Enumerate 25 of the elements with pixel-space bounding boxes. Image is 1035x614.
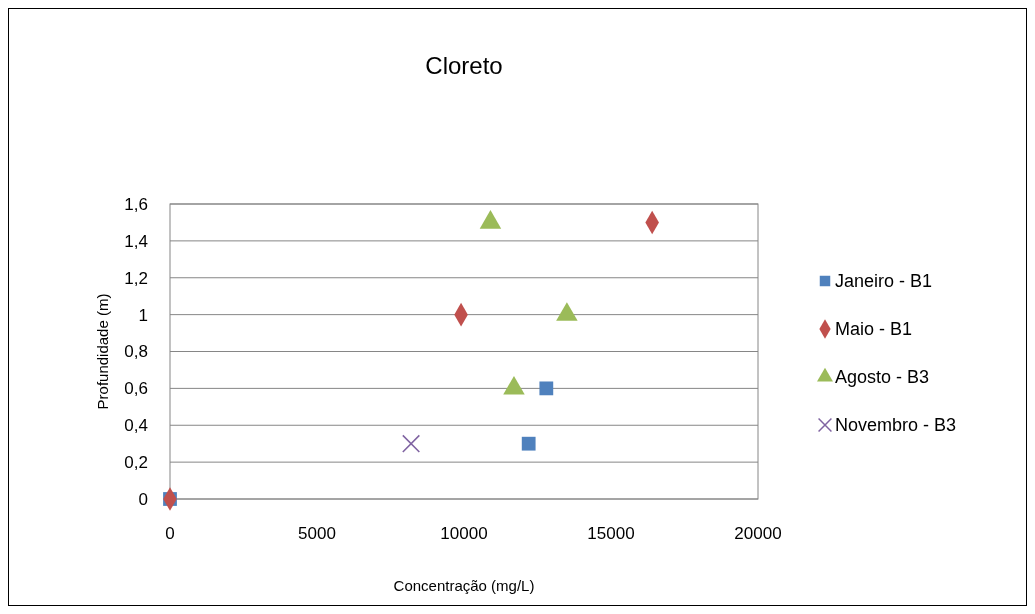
- y-tick-label: 0,2: [124, 453, 148, 473]
- y-tick-label: 0: [138, 489, 148, 509]
- y-tick-label: 1: [138, 305, 148, 325]
- y-axis-title: Profundidade (m): [94, 293, 111, 410]
- x-tick-label: 20000: [734, 524, 782, 543]
- x-tick-label: 10000: [440, 524, 488, 543]
- point: [479, 210, 502, 229]
- y-tick-label: 1,2: [124, 268, 148, 288]
- chart-title: Cloreto: [425, 52, 503, 79]
- point: [539, 381, 554, 396]
- legend-label: Agosto - B3: [835, 367, 930, 388]
- x-tick-label: 15000: [587, 524, 635, 543]
- x-tick-label: 0: [165, 524, 175, 543]
- y-tick-label: 0,4: [124, 416, 148, 436]
- point: [402, 434, 421, 453]
- legend-label: Novembro - B3: [835, 415, 957, 436]
- y-tick-label: 0,8: [124, 342, 148, 362]
- legend-label: Maio - B1: [835, 319, 913, 340]
- x-axis-title: Concentração (mg/L): [393, 577, 535, 594]
- y-tick-label: 1,4: [124, 231, 148, 251]
- legend-label: Janeiro - B1: [835, 271, 933, 292]
- x-tick-label: 5000: [298, 524, 336, 543]
- point: [521, 436, 536, 451]
- y-tick-label: 0,6: [124, 379, 148, 399]
- y-tick-label: 1,6: [124, 194, 148, 214]
